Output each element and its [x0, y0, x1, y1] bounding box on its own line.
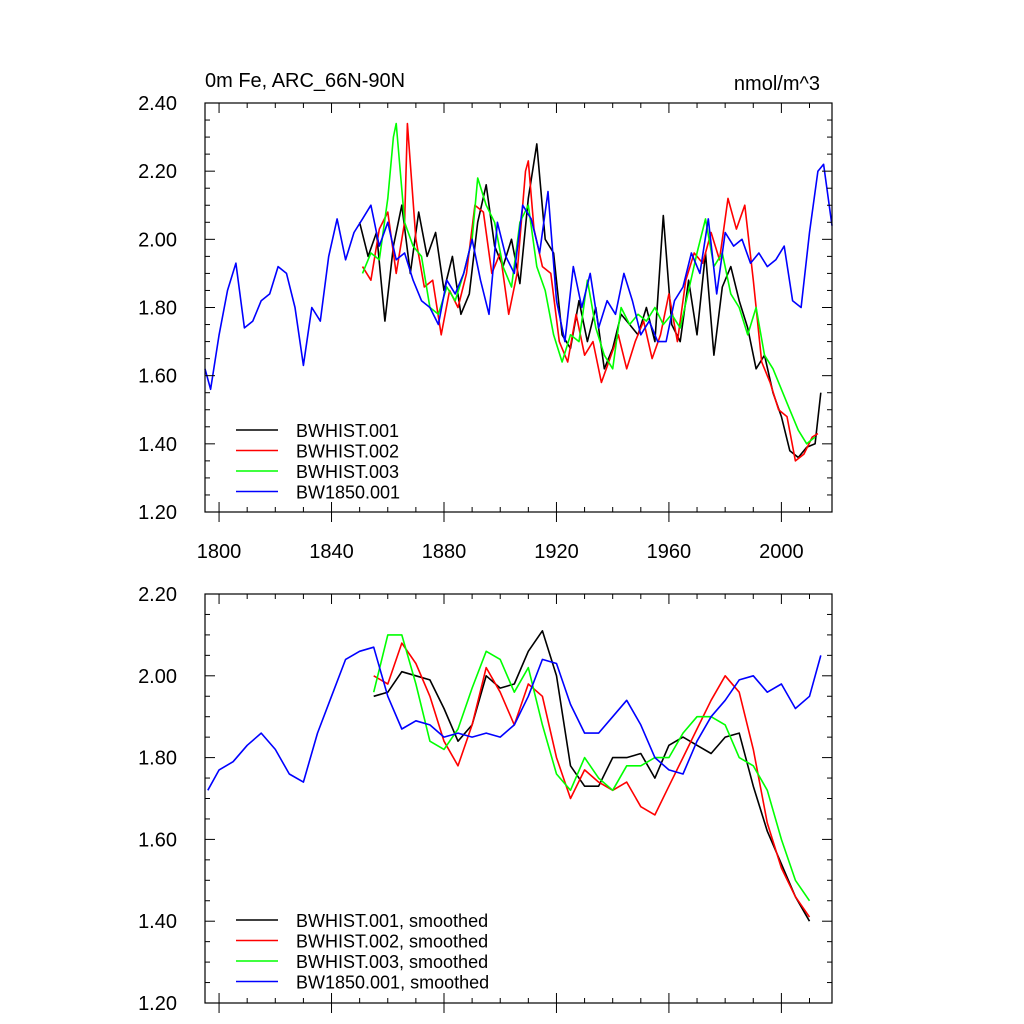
chart-title-left: 0m Fe, ARC_66N-90N — [205, 70, 405, 92]
legend-label-3: BWHIST.003 — [296, 462, 399, 482]
y-tick-label: 1.20 — [138, 502, 177, 524]
y-tick-label: 1.20 — [138, 993, 177, 1015]
legend-label-1: BWHIST.001 — [296, 421, 399, 441]
legend-label-2: BWHIST.002, smoothed — [296, 932, 488, 952]
series-line-2 — [373, 642, 811, 918]
legend-label-1: BWHIST.001, smoothed — [296, 911, 488, 931]
series-line-2 — [361, 122, 819, 462]
y-tick-label: 2.20 — [138, 161, 177, 183]
y-tick-label: 1.60 — [138, 829, 177, 851]
y-tick-label: 2.00 — [138, 666, 177, 688]
x-tick-label: 1840 — [309, 541, 354, 563]
series-line-3 — [361, 122, 816, 445]
bottom-chart-panel: 1.20 1.40 1.60 1.80 2.00 2.20 BWHIST.001, smoo… — [138, 584, 833, 1015]
y-tick-label: 1.40 — [138, 911, 177, 933]
top-chart-panel: 1.20 1.40 1.60 1.80 2.00 2.20 2.40 1800 1840 1880… — [138, 70, 833, 563]
y-tick-label: 2.00 — [138, 229, 177, 251]
series-line-4 — [207, 646, 822, 791]
series-line-4 — [204, 163, 833, 391]
x-tick-label: 1920 — [534, 541, 579, 563]
series-line-3 — [372, 634, 811, 902]
y-tick-label: 1.80 — [138, 298, 177, 320]
series-line-1 — [373, 629, 811, 922]
legend-label-4: BW1850.001 — [296, 483, 400, 503]
legend-label-2: BWHIST.002 — [296, 442, 399, 462]
x-tick-label: 1800 — [197, 541, 242, 563]
y-tick-label: 1.60 — [138, 366, 177, 388]
y-tick-label: 2.20 — [138, 584, 177, 606]
series-line-1 — [358, 143, 822, 459]
legend-label-3: BWHIST.003, smoothed — [296, 952, 488, 972]
y-tick-label: 1.40 — [138, 434, 177, 456]
chart-title-right: nmol/m^3 — [734, 73, 820, 95]
y-tick-label: 1.80 — [138, 748, 177, 770]
y-tick-label: 2.40 — [138, 93, 177, 115]
x-tick-label: 2000 — [759, 541, 804, 563]
x-tick-label: 1880 — [422, 541, 467, 563]
x-tick-label: 1960 — [647, 541, 692, 563]
legend-label-4: BW1850.001, smoothed — [296, 973, 489, 993]
